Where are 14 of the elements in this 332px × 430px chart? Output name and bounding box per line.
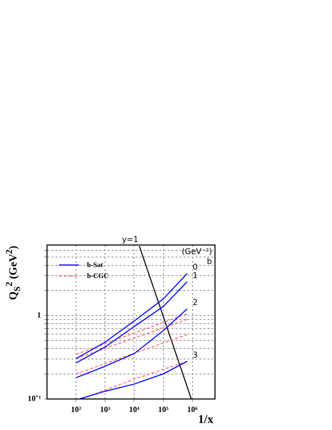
- x-tick-label: 10⁵: [158, 404, 170, 414]
- x-tick-label: 10⁶: [187, 404, 198, 414]
- annotation: 3: [192, 350, 198, 360]
- text: y=1: [122, 235, 138, 244]
- x-axis-title: 1/x: [198, 412, 214, 427]
- x-tick-label: 10³: [100, 404, 111, 414]
- annotation: b: [206, 257, 212, 266]
- x-tick-label: 10⁴: [129, 404, 140, 414]
- x-tick-label: 10²: [70, 404, 82, 414]
- annotation: (GeV⁻²): [182, 247, 212, 256]
- annotation: 1: [192, 270, 198, 280]
- annotation: 2: [192, 298, 198, 308]
- annotation: 0: [192, 262, 198, 272]
- y-tick-label: 10⁻¹: [28, 394, 42, 404]
